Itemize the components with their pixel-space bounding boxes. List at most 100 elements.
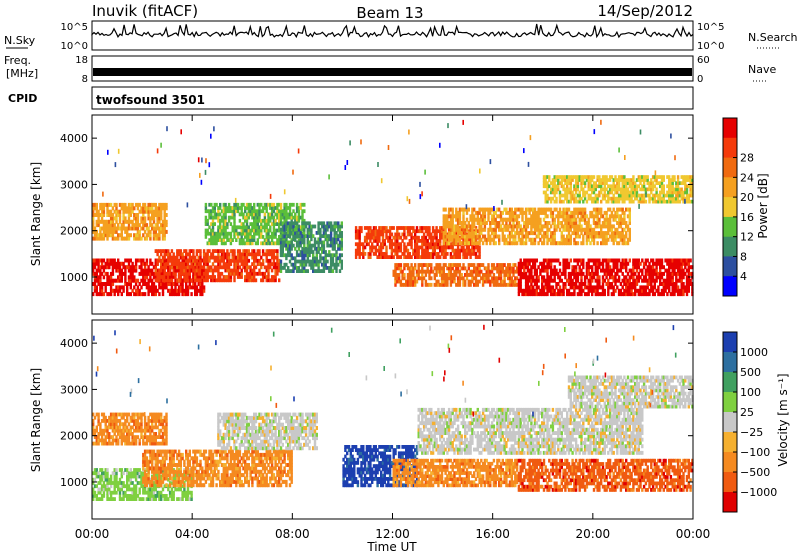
data-cell <box>145 282 149 286</box>
data-cell <box>186 288 190 293</box>
data-cell <box>251 255 254 260</box>
data-cell <box>231 258 234 263</box>
data-cell <box>117 265 120 270</box>
data-cell <box>591 265 594 270</box>
data-cell <box>208 249 211 253</box>
data-cell <box>269 278 272 283</box>
data-cell <box>483 227 487 232</box>
data-cell <box>233 262 236 266</box>
data-cell <box>583 207 587 212</box>
data-cell <box>217 262 220 266</box>
data-cell <box>147 288 150 293</box>
data-cell <box>208 255 211 260</box>
data-cell <box>267 262 270 266</box>
data-cell <box>176 252 179 257</box>
data-cell <box>111 265 115 270</box>
data-cell <box>99 292 102 297</box>
data-cell <box>206 275 209 279</box>
data-cell <box>92 268 95 273</box>
data-cell <box>244 265 247 270</box>
data-cell <box>340 253 343 258</box>
data-cell <box>195 278 199 283</box>
data-cell <box>251 278 254 283</box>
data-cell <box>689 258 692 263</box>
data-cell <box>242 252 245 257</box>
data-cell <box>131 268 134 273</box>
data-cell <box>177 292 181 297</box>
data-cell <box>127 292 131 297</box>
data-cell <box>117 258 120 263</box>
data-cell <box>474 227 478 232</box>
freq-tick-bottom: 8 <box>82 74 88 85</box>
data-cell <box>567 265 571 270</box>
data-cell <box>142 282 145 286</box>
data-cell <box>210 252 213 257</box>
data-cell <box>369 252 372 256</box>
data-cell <box>208 268 211 273</box>
data-cell <box>204 218 208 223</box>
data-cell <box>202 249 206 253</box>
data-cell <box>170 255 174 260</box>
data-cell <box>276 262 279 266</box>
data-cell <box>152 288 156 293</box>
data-cell <box>253 249 256 253</box>
data-cell <box>195 288 199 293</box>
data-cell <box>102 258 106 263</box>
data-cell <box>208 225 211 230</box>
data-cell <box>247 271 250 276</box>
data-cell <box>172 282 175 286</box>
data-cell <box>111 288 115 293</box>
data-cell <box>147 268 150 273</box>
data-cell <box>227 262 231 266</box>
data-cell <box>109 271 113 276</box>
data-cell <box>170 282 174 286</box>
data-cell <box>220 258 224 263</box>
data-cell <box>185 271 188 276</box>
data-cell <box>256 258 259 263</box>
data-cell <box>229 278 233 283</box>
data-cell <box>108 275 111 280</box>
data-cell <box>143 268 147 273</box>
data-cell <box>115 261 118 266</box>
data-cell <box>97 278 100 283</box>
data-cell <box>115 285 118 290</box>
data-cell <box>211 222 215 226</box>
data-cell <box>143 278 147 283</box>
data-cell <box>172 271 175 276</box>
data-cell <box>111 278 115 283</box>
data-cell <box>165 258 168 263</box>
data-cell <box>176 249 179 253</box>
nsearch-tick-bottom: 10^0 <box>697 41 724 52</box>
data-cell <box>197 268 200 273</box>
data-cell <box>194 292 197 297</box>
data-cell <box>569 258 572 263</box>
data-cell <box>267 268 270 273</box>
data-cell <box>174 255 177 260</box>
data-cell <box>113 288 116 293</box>
data-cell <box>519 278 522 283</box>
data-cell <box>274 271 277 276</box>
data-cell <box>147 278 150 283</box>
data-cell <box>247 265 250 270</box>
data-cell <box>208 231 211 236</box>
data-cell <box>210 209 213 214</box>
data-cell <box>122 288 125 293</box>
data-cell <box>99 271 102 276</box>
data-cell <box>197 278 200 283</box>
data-cell <box>240 271 243 276</box>
data-cell <box>215 265 218 270</box>
data-cell <box>676 175 680 179</box>
data-cell <box>261 278 265 283</box>
data-cell <box>251 252 254 257</box>
data-cell <box>165 282 168 286</box>
data-cell <box>170 292 174 297</box>
data-cell <box>160 262 163 266</box>
data-cell <box>145 285 149 290</box>
data-cell <box>251 275 254 279</box>
data-cell <box>127 265 131 270</box>
data-cell <box>149 268 152 273</box>
data-cell <box>199 271 202 276</box>
data-cell <box>265 249 268 253</box>
data-cell <box>170 262 174 266</box>
